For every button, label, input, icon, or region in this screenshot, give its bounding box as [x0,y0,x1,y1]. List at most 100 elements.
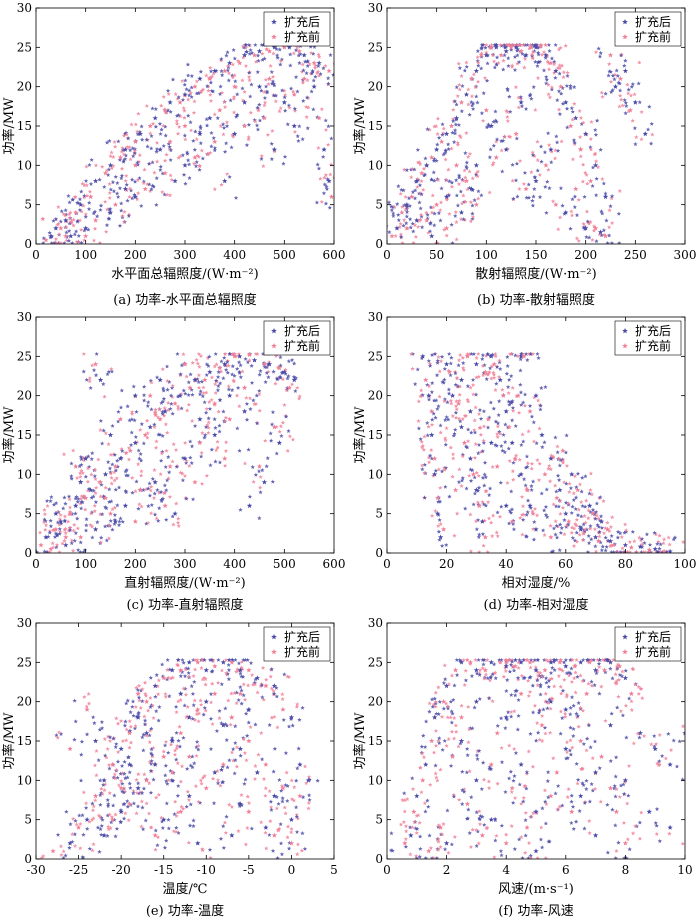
scatter-cloud-mark [239,701,244,706]
scatter-cloud-mark [165,667,170,672]
scatter-cloud-mark [224,723,230,728]
scatter-cloud-mark [426,455,431,460]
scatter-cloud-mark [295,385,300,390]
scatter-cloud-mark [513,178,519,183]
scatter-point-before [622,840,629,846]
scatter-cloud-mark [63,530,68,535]
scatter-cloud-mark [581,120,586,125]
scatter-cloud-mark [71,223,76,228]
scatter-cloud-mark [538,144,544,149]
scatter-cloud-mark [543,384,548,389]
scatter-cloud-mark [473,657,478,662]
scatter-cloud-mark [164,488,169,493]
scatter-cloud-mark [512,54,518,59]
scatter-cloud-mark [189,85,194,90]
scatter-cloud-mark [597,54,603,59]
scatter-cloud-mark [67,512,72,517]
scatter-cloud-mark [410,786,416,791]
scatter-cloud-mark [415,176,420,181]
scatter-cloud-mark [178,673,183,678]
scatter-cloud-mark [102,184,107,189]
scatter-cloud-mark [259,730,264,735]
scatter-cloud-mark [419,445,425,450]
scatter-cloud-mark [230,352,235,357]
scatter-cloud-mark [561,70,566,75]
scatter-cloud-mark [608,666,613,671]
scatter-cloud-mark [259,156,264,161]
scatter-cloud-mark [273,353,279,358]
scatter-cloud-mark [515,353,521,358]
scatter-point-before [399,209,405,215]
scatter-point-after [503,408,509,414]
scatter-cloud-mark [415,367,420,372]
scatter-cloud-mark [102,787,107,793]
scatter-cloud-mark [525,498,531,503]
scatter-cloud-mark [501,58,506,63]
scatter-cloud-mark [519,103,525,109]
scatter-point-before [584,691,590,697]
scatter-point-after [443,683,450,689]
scatter-cloud-mark [671,738,676,743]
scatter-cloud-mark [218,369,224,374]
scatter-cloud-mark [200,430,205,435]
scatter-cloud-mark [417,182,423,188]
scatter-cloud-mark [193,376,198,381]
scatter-point-before [512,663,518,669]
scatter-point-before [452,667,459,673]
scatter-cloud-mark [600,211,605,216]
scatter-cloud-mark [536,52,541,57]
scatter-cloud-mark [138,451,143,456]
scatter-cloud-mark [331,72,334,77]
scatter-cloud-mark [55,735,60,740]
scatter-cloud-mark [459,73,464,78]
scatter-cloud-mark [168,768,173,773]
scatter-cloud-mark [529,483,534,488]
scatter-cloud-mark [57,549,62,553]
scatter-cloud-mark [535,75,541,80]
scatter-cloud-mark [555,444,560,449]
scatter-cloud-mark [132,148,137,153]
scatter-cloud-mark [520,504,526,509]
scatter-cloud-mark [170,394,175,399]
scatter-cloud-mark [169,177,174,182]
scatter-cloud-mark [79,499,84,504]
scatter-point-after [443,361,450,367]
scatter-cloud-mark [475,500,480,505]
legend-box [614,11,682,47]
scatter-cloud-mark [278,106,283,111]
scatter-cloud-mark [618,783,624,788]
scatter-cloud-mark [617,188,622,193]
scatter-cloud-mark [470,214,476,219]
scatter-cloud-mark [588,487,593,492]
scatter-cloud-mark [115,180,120,185]
scatter-point-after [443,194,450,200]
scatter-cloud-mark [107,738,113,743]
scatter-cloud-mark [99,719,105,724]
scatter-cloud-mark [546,795,551,800]
scatter-cloud-mark [502,53,507,58]
scatter-point-before [118,785,124,791]
scatter-cloud-mark [174,113,180,118]
scatter-point-before [557,659,563,665]
scatter-cloud-mark [117,185,123,191]
scatter-cloud-mark [210,668,215,673]
scatter-cloud-mark [507,377,512,382]
scatter-cloud-mark [523,810,528,815]
scatter-cloud-mark [139,124,144,129]
scatter-point-before [178,730,184,736]
scatter-cloud-mark [491,143,496,148]
scatter-cloud-mark [123,811,128,816]
scatter-cloud-mark [257,388,262,393]
scatter-cloud-mark [429,422,435,427]
scatter-cloud-mark [571,543,577,548]
scatter-cloud-mark [472,197,477,203]
scatter-cloud-mark [219,68,224,74]
scatter-cloud-mark [530,152,536,157]
scatter-cloud-mark [247,77,252,83]
plot-area [388,657,685,859]
scatter-cloud-mark [74,494,79,499]
scatter-point-after [92,738,99,744]
scatter-cloud-mark [425,212,430,217]
scatter-cloud-mark [92,226,98,231]
scatter-cloud-mark [516,105,521,110]
